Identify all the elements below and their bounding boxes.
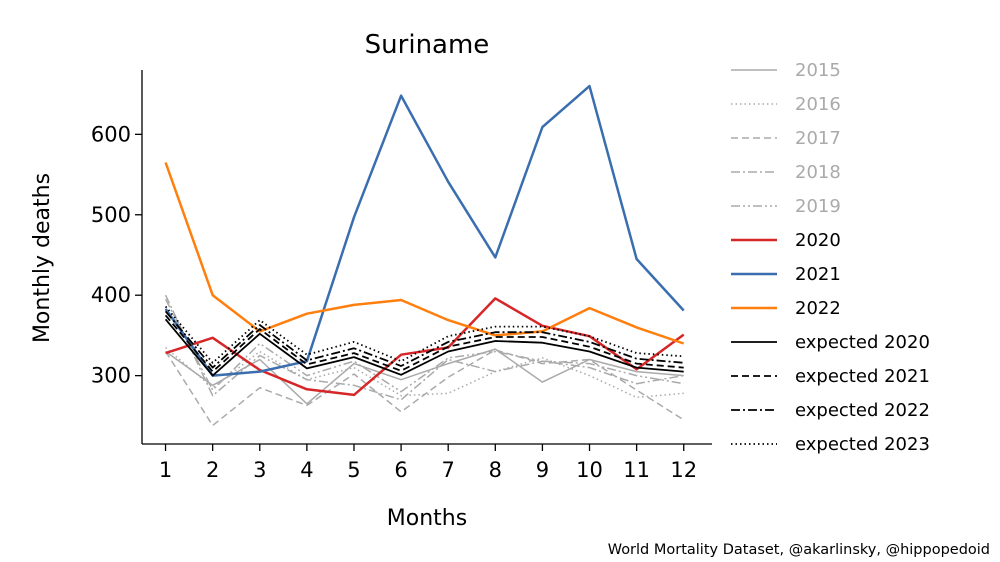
x-tick-label: 8	[489, 458, 502, 482]
series-line-2019	[164, 298, 684, 393]
series-line-2017	[164, 349, 685, 427]
legend: 2015 2016 2017 2018 2019 2020 2021 2022 expected…	[731, 60, 930, 455]
y-tick-label: 600	[91, 122, 131, 146]
series-line-expected-2022	[164, 310, 684, 369]
y-axis-ticks: 300 400 500 600	[91, 122, 142, 388]
legend-label: 2021	[795, 264, 841, 285]
x-tick-label: 4	[300, 458, 313, 482]
x-tick-label: 1	[159, 458, 172, 482]
legend-label: 2016	[795, 94, 841, 115]
x-tick-label: 6	[394, 458, 407, 482]
x-tick-label: 11	[623, 458, 650, 482]
y-tick-label: 300	[91, 364, 131, 388]
legend-label: expected 2022	[795, 400, 930, 421]
series-line-2016	[165, 346, 684, 399]
legend-label: 2022	[795, 298, 841, 319]
legend-label: 2015	[795, 60, 841, 81]
chart-title: Suriname	[365, 30, 490, 60]
x-tick-label: 12	[670, 458, 697, 482]
plot-area	[164, 84, 685, 427]
series-line-2022	[164, 162, 685, 345]
y-tick-label: 400	[91, 283, 131, 307]
legend-label: 2020	[795, 230, 841, 251]
legend-label: expected 2021	[795, 366, 930, 387]
x-tick-label: 7	[442, 458, 455, 482]
series-line-expected-2020	[164, 318, 684, 377]
series-line-expected-2021	[164, 314, 684, 373]
legend-label: 2019	[795, 196, 841, 217]
x-tick-label: 3	[253, 458, 266, 482]
x-axis-ticks: 1 2 3 4 5 6 7 8 9 10 11 12	[159, 444, 697, 482]
x-axis-title: Months	[387, 506, 467, 531]
x-tick-label: 10	[576, 458, 603, 482]
legend-label: 2017	[795, 128, 841, 149]
x-tick-label: 5	[347, 458, 360, 482]
x-tick-label: 9	[536, 458, 549, 482]
legend-label: expected 2023	[795, 434, 930, 455]
y-tick-label: 500	[91, 203, 131, 227]
legend-label: 2018	[795, 162, 841, 183]
y-axis-title: Monthly deaths	[30, 173, 55, 343]
series-line-expected-2023	[164, 305, 684, 364]
series-line-2018	[164, 294, 684, 401]
series-line-2021	[164, 84, 685, 377]
x-tick-label: 2	[206, 458, 219, 482]
legend-label: expected 2020	[795, 332, 930, 353]
source-credit: World Mortality Dataset, @akarlinsky, @h…	[607, 542, 990, 558]
series-line-2020	[165, 297, 685, 397]
